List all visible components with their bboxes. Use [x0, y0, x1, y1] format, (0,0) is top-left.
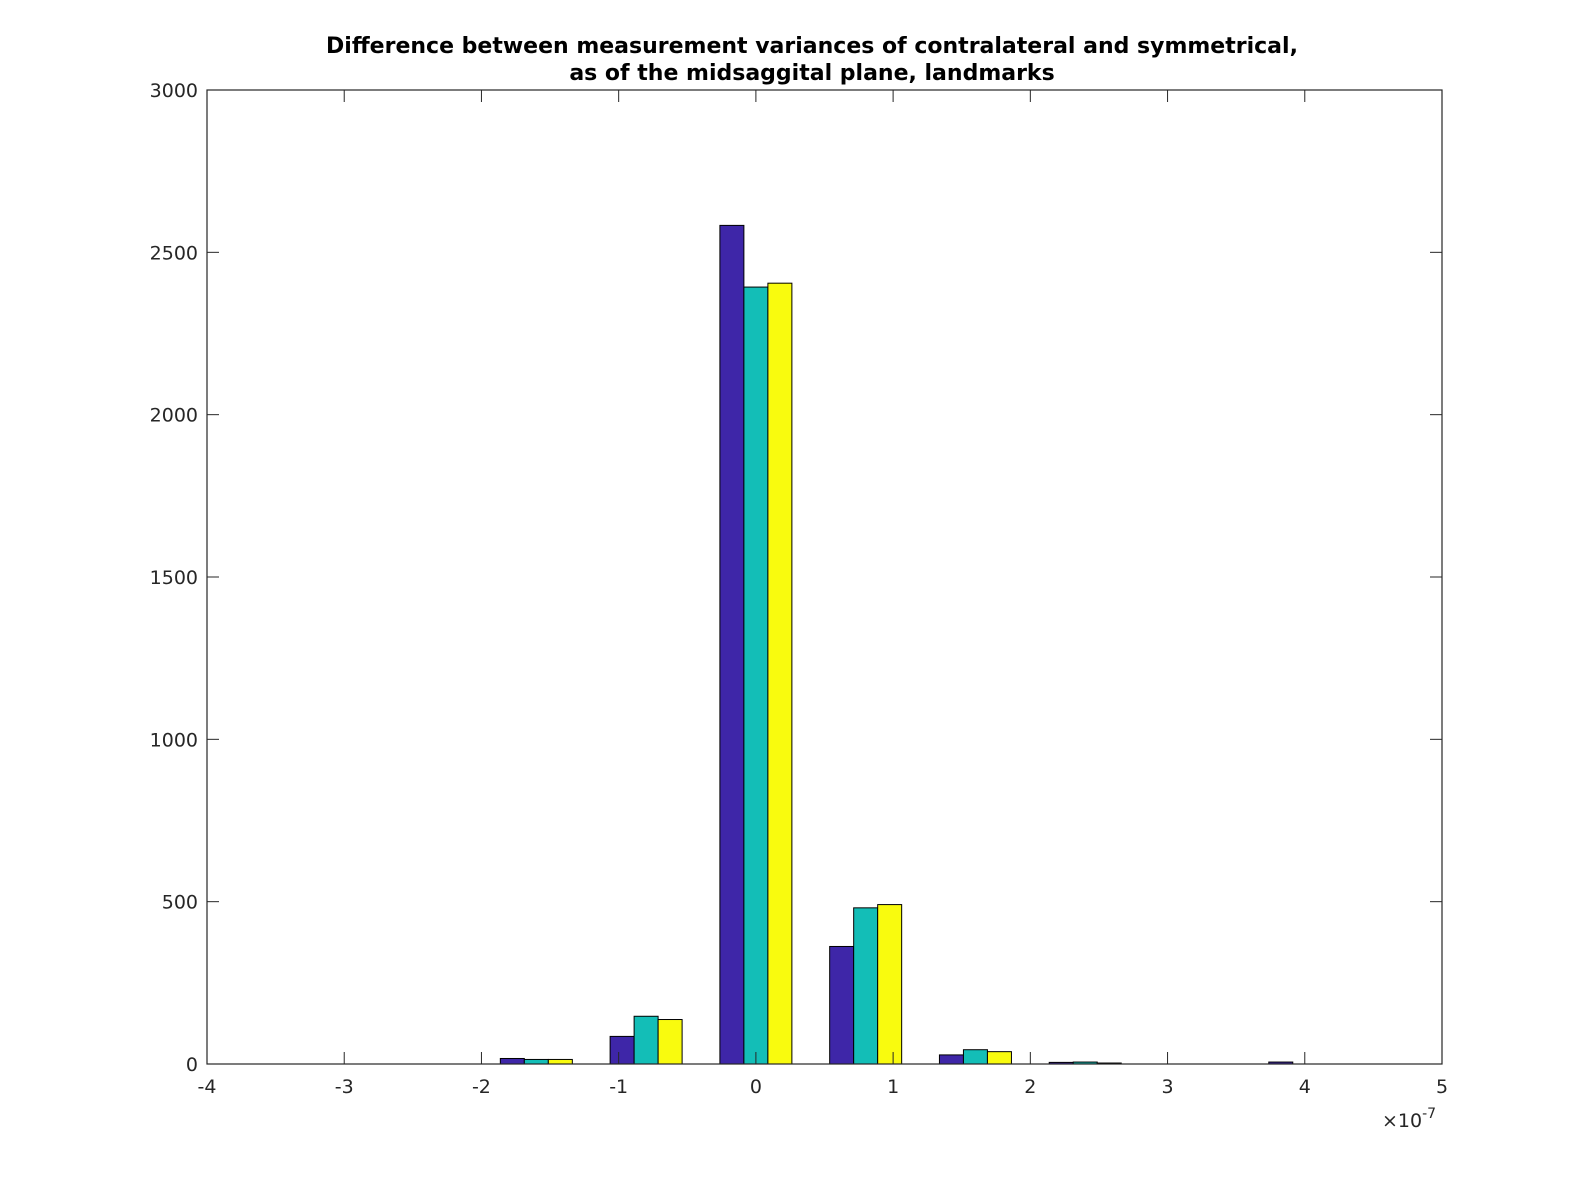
tick-group: -4 -3 -2 -1 0 1 2 3 4 5 0 500 1000 1500 2000 2500 3000 — [150, 80, 1448, 1098]
x-tick-label: 5 — [1436, 1076, 1448, 1098]
y-tick-label: 2000 — [150, 405, 198, 427]
x-tick-label: 1 — [887, 1076, 899, 1098]
x-tick-label: 3 — [1162, 1076, 1174, 1098]
x-exponent-multiplier: × — [1382, 1110, 1398, 1132]
y-tick-label: 2500 — [150, 242, 198, 264]
bar-series2-bin1 — [523, 1058, 549, 1065]
bar-series3-bin2 — [657, 1019, 683, 1065]
x-tick-label: -1 — [609, 1076, 628, 1098]
y-tick-label: 3000 — [150, 80, 198, 102]
bar-series2-bin3 — [743, 286, 769, 1065]
bar-series1-bin1 — [499, 1057, 525, 1065]
x-tick-label: 4 — [1299, 1076, 1311, 1098]
x-exponent-power: -7 — [1422, 1106, 1436, 1122]
x-tick-label: -3 — [335, 1076, 354, 1098]
bar-series2-bin5 — [962, 1049, 988, 1065]
y-tick-label: 500 — [162, 892, 198, 914]
x-exponent-label: ×10-7 — [1382, 1106, 1436, 1132]
y-tick-label: 1000 — [150, 729, 198, 751]
x-tick-label: -4 — [198, 1076, 217, 1098]
plot-frame — [206, 89, 1443, 1065]
bar-series1-bin5 — [938, 1054, 964, 1065]
chart-title-line-2: as of the midsaggital plane, landmarks — [569, 61, 1054, 86]
bar-series3-bin3 — [767, 282, 793, 1065]
bar-series1-bin2 — [609, 1035, 635, 1065]
x-tick-label: -2 — [472, 1076, 491, 1098]
x-exponent-base: 10 — [1398, 1110, 1422, 1132]
bar-series2-bin4 — [853, 907, 879, 1065]
y-tick-label: 0 — [186, 1054, 198, 1076]
chart-title-line-1: Difference between measurement variances… — [326, 34, 1298, 59]
bar-series3-bin1 — [547, 1058, 573, 1065]
bar-group — [499, 224, 1294, 1065]
x-tick-label: 0 — [750, 1076, 762, 1098]
x-tick-label: 2 — [1024, 1076, 1036, 1098]
bar-series1-bin3 — [719, 224, 745, 1065]
y-tick-label: 1500 — [150, 567, 198, 589]
bar-series1-bin4 — [829, 945, 855, 1065]
bar-series3-bin4 — [877, 904, 903, 1065]
svg-text:×10-7: ×10-7 — [1382, 1106, 1436, 1132]
bar-series2-bin2 — [633, 1015, 659, 1065]
bar-series3-bin5 — [986, 1051, 1012, 1065]
